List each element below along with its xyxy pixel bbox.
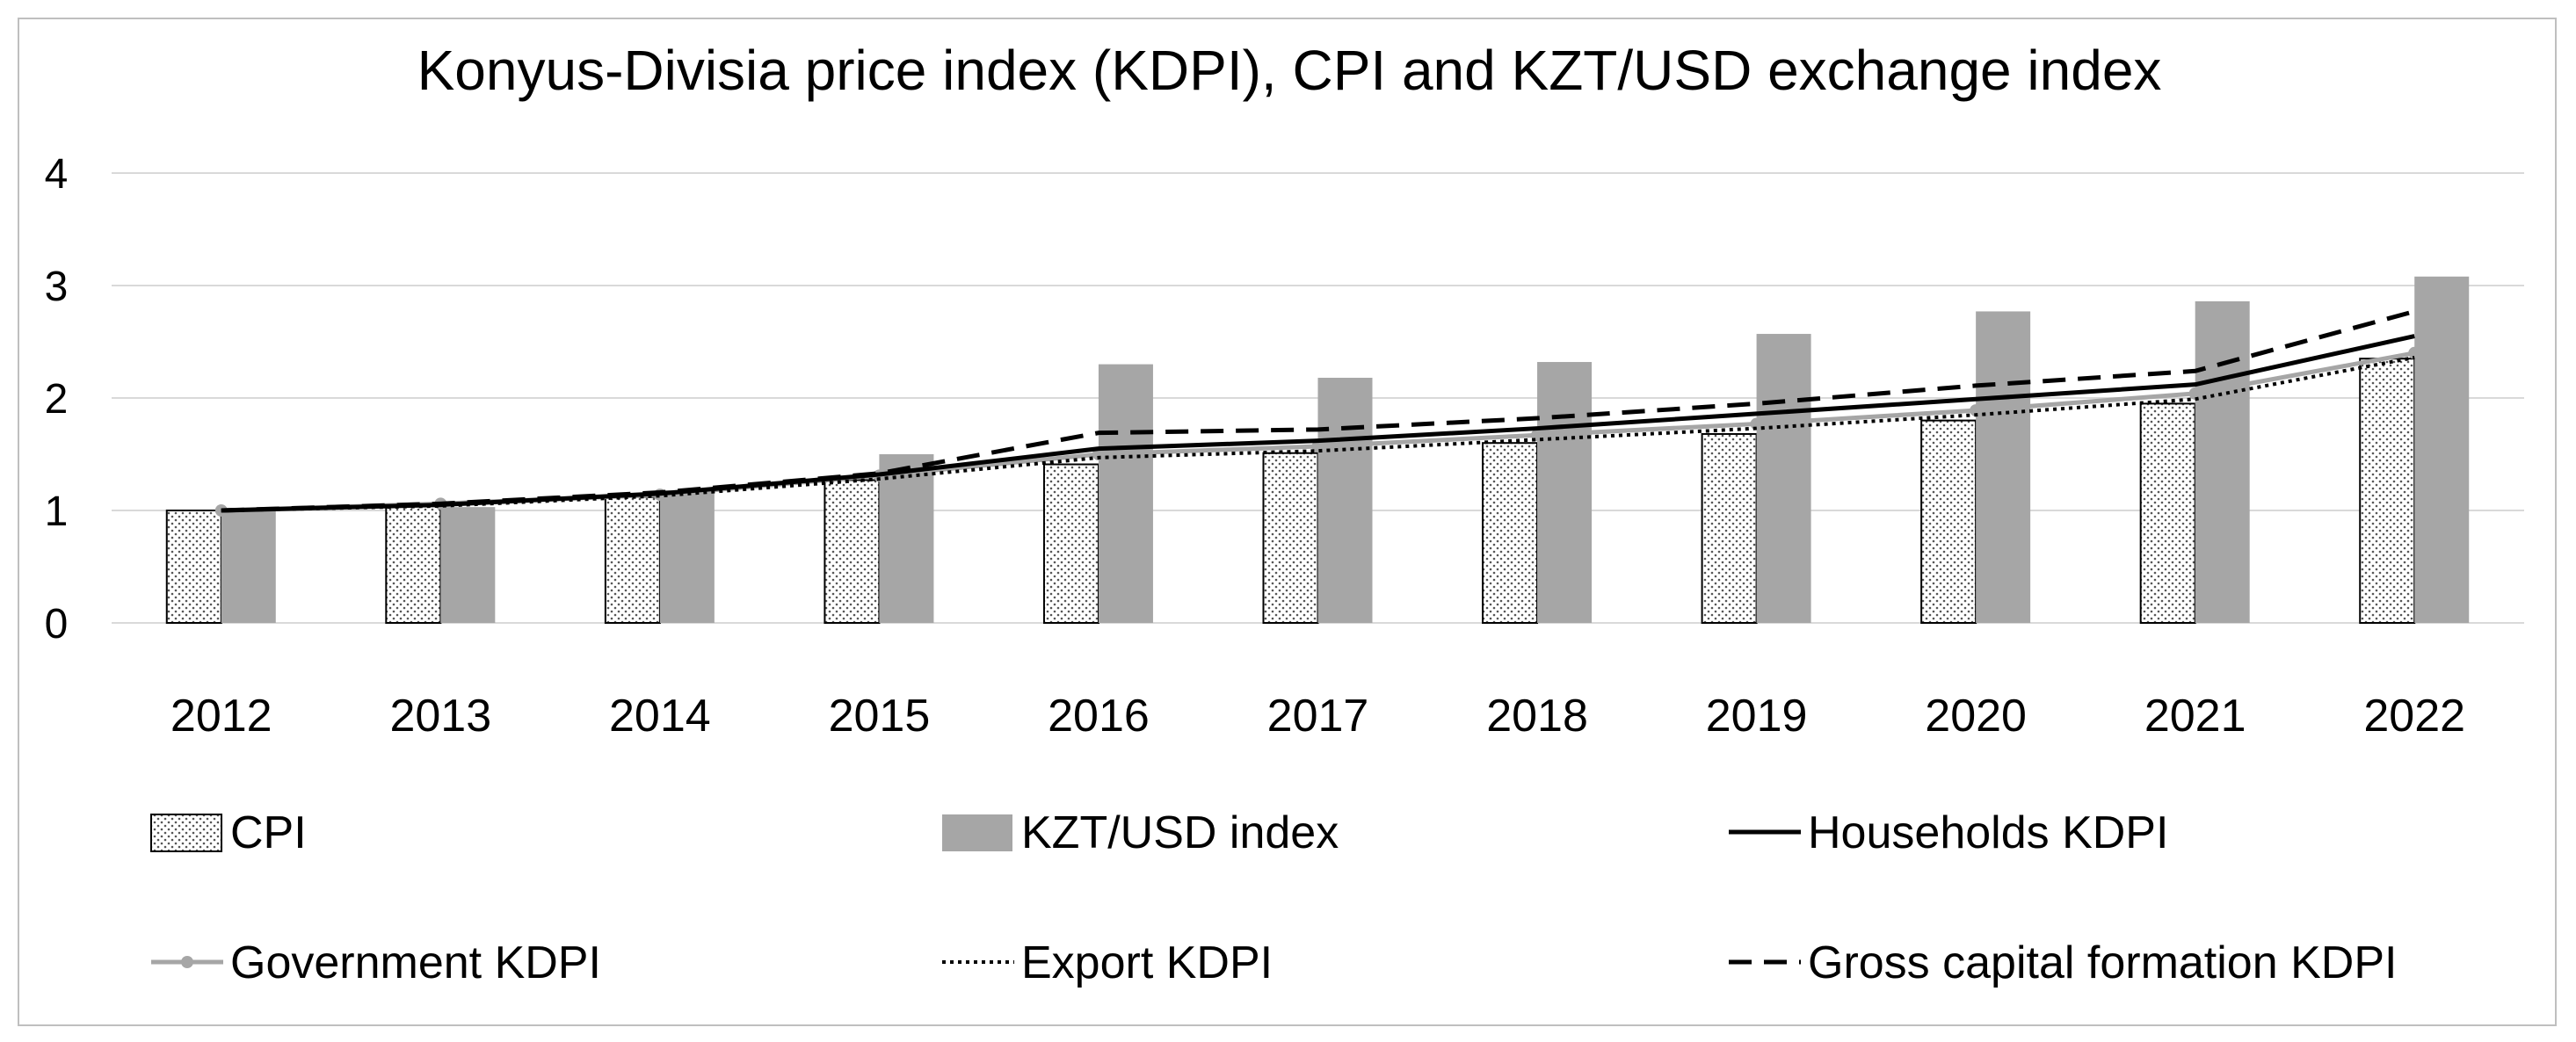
- chart-svg: Konyus-Divisia price index (KDPI), CPI a…: [45, 39, 2524, 988]
- legend-item: CPI: [150, 807, 307, 858]
- legend-label: Export KDPI: [1021, 937, 1273, 988]
- y-tick-label: 3: [45, 264, 69, 310]
- bar-kzt-usd-index: [879, 454, 934, 623]
- bar-cpi: [1701, 432, 1758, 624]
- legend-item: Households KDPI: [1729, 807, 2168, 858]
- bar-kzt-usd-index: [2414, 276, 2470, 623]
- bars: [165, 276, 2470, 625]
- y-tick-label: 0: [45, 601, 69, 648]
- x-tick-label: 2017: [1267, 691, 1369, 742]
- bar-kzt-usd-index: [1976, 311, 2031, 623]
- x-tick-label: 2015: [829, 691, 931, 742]
- bar-cpi: [824, 479, 881, 624]
- legend: CPI KZT/USD index Households KDPI Governmen…: [150, 807, 2397, 988]
- legend-item: Gross capital formation KDPI: [1729, 937, 2397, 988]
- y-tick-label: 1: [45, 488, 69, 535]
- y-tick-label: 2: [45, 376, 69, 423]
- bar-kzt-usd-index: [221, 510, 276, 623]
- chart-title: Konyus-Divisia price index (KDPI), CPI a…: [417, 39, 2162, 102]
- bar-cpi: [604, 496, 661, 625]
- legend-item: Export KDPI: [942, 937, 1273, 988]
- y-tick-label: 4: [45, 151, 69, 198]
- legend-swatch: [150, 814, 222, 852]
- x-axis-ticks: 2012 2013 2014 2015 2016 2017 2018 2019 2020 2021…: [171, 691, 2465, 742]
- x-tick-label: 2018: [1486, 691, 1588, 742]
- legend-label: Gross capital formation KDPI: [1808, 937, 2397, 988]
- bar-cpi: [2139, 402, 2196, 624]
- bar-cpi: [2359, 358, 2416, 624]
- bar-cpi: [1042, 463, 1099, 624]
- marker-government-kdpi: [2188, 387, 2202, 400]
- legend-marker: [181, 956, 193, 968]
- lines: [214, 309, 2421, 517]
- x-tick-label: 2013: [389, 691, 491, 742]
- bar-kzt-usd-index: [1317, 377, 1373, 623]
- bar-kzt-usd-index: [1098, 364, 1153, 623]
- x-tick-label: 2016: [1048, 691, 1150, 742]
- chart-frame: Konyus-Divisia price index (KDPI), CPI a…: [18, 18, 2557, 1026]
- bar-kzt-usd-index: [2195, 300, 2250, 623]
- bar-cpi: [385, 503, 442, 624]
- marker-government-kdpi: [2408, 346, 2421, 359]
- y-axis-ticks: 0 1 2 3 4: [45, 151, 69, 648]
- legend-label: CPI: [230, 807, 307, 858]
- x-tick-label: 2019: [1706, 691, 1808, 742]
- legend-label: Households KDPI: [1808, 807, 2168, 858]
- x-tick-label: 2021: [2144, 691, 2246, 742]
- bar-kzt-usd-index: [659, 489, 715, 623]
- bar-cpi: [165, 510, 222, 624]
- x-tick-label: 2014: [609, 691, 711, 742]
- legend-label: Government KDPI: [230, 937, 601, 988]
- legend-label: KZT/USD index: [1021, 807, 1339, 858]
- marker-government-kdpi: [1970, 404, 1983, 417]
- x-tick-label: 2020: [1925, 691, 2027, 742]
- bar-cpi: [1482, 442, 1539, 625]
- bar-kzt-usd-index: [440, 507, 496, 623]
- x-tick-label: 2022: [2363, 691, 2465, 742]
- bar-kzt-usd-index: [1537, 362, 1593, 623]
- line-gross-capital-formation-kdpi: [221, 309, 2415, 513]
- legend-item: KZT/USD index: [942, 807, 1339, 858]
- bar-kzt-usd-index: [1756, 334, 1811, 623]
- bar-cpi: [1920, 419, 1977, 624]
- legend-item: Government KDPI: [151, 937, 601, 988]
- legend-swatch: [942, 814, 1012, 851]
- marker-government-kdpi: [214, 504, 228, 517]
- x-tick-label: 2012: [171, 691, 272, 742]
- bar-cpi: [1262, 452, 1319, 624]
